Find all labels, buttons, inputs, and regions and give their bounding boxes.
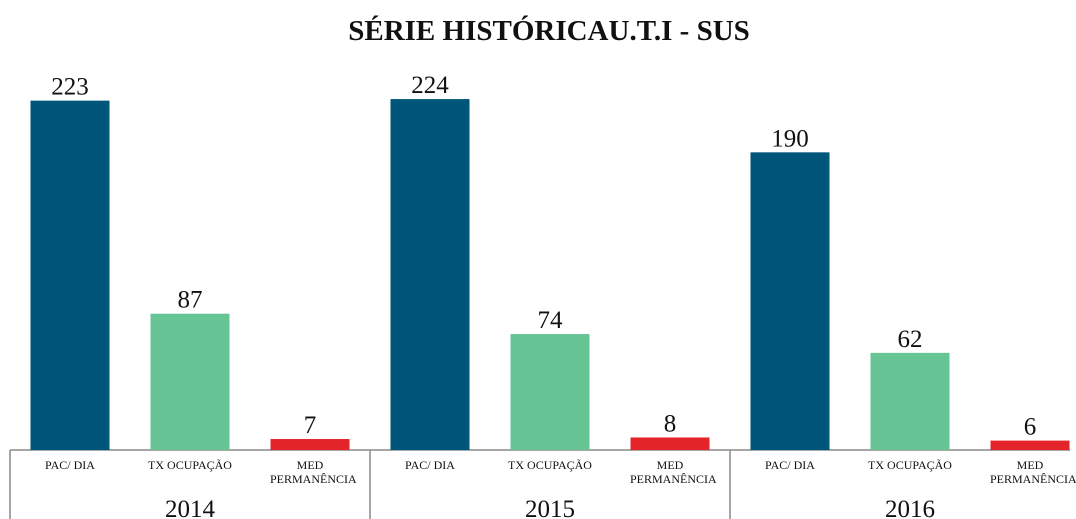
value-label: 7 <box>304 412 317 439</box>
category-label: MED PERMANÊNCIA <box>630 458 717 486</box>
bar <box>990 440 1070 450</box>
bar <box>510 334 590 450</box>
category-label: PAC/ DIA <box>405 458 455 472</box>
category-label: PAC/ DIA <box>45 458 95 472</box>
group-label: 2015 <box>525 496 575 519</box>
value-label: 6 <box>1024 414 1037 441</box>
group-label: 2016 <box>885 496 935 519</box>
category-label: TX OCUPAÇÃO <box>868 458 952 472</box>
category-label: MED PERMANÊNCIA <box>270 458 357 486</box>
value-label: 224 <box>411 72 449 99</box>
category-label: MED PERMANÊNCIA <box>990 458 1076 486</box>
value-label: 223 <box>51 74 89 101</box>
value-label: 87 <box>178 287 203 314</box>
value-label: 62 <box>898 326 923 353</box>
value-label: 190 <box>771 125 809 152</box>
bar <box>630 437 710 450</box>
value-label: 74 <box>538 307 564 334</box>
category-label: TX OCUPAÇÃO <box>508 458 592 472</box>
category-label: PAC/ DIA <box>765 458 815 472</box>
value-label: 8 <box>664 410 677 437</box>
bar <box>150 313 230 450</box>
bar <box>390 99 470 451</box>
bar <box>870 352 950 450</box>
bar <box>270 439 350 450</box>
bar <box>30 100 110 450</box>
chart-title: SÉRIE HISTÓRICAU.T.I - SUS <box>348 14 750 47</box>
bar <box>750 152 830 451</box>
group-label: 2014 <box>165 496 216 519</box>
category-label: TX OCUPAÇÃO <box>148 458 232 472</box>
